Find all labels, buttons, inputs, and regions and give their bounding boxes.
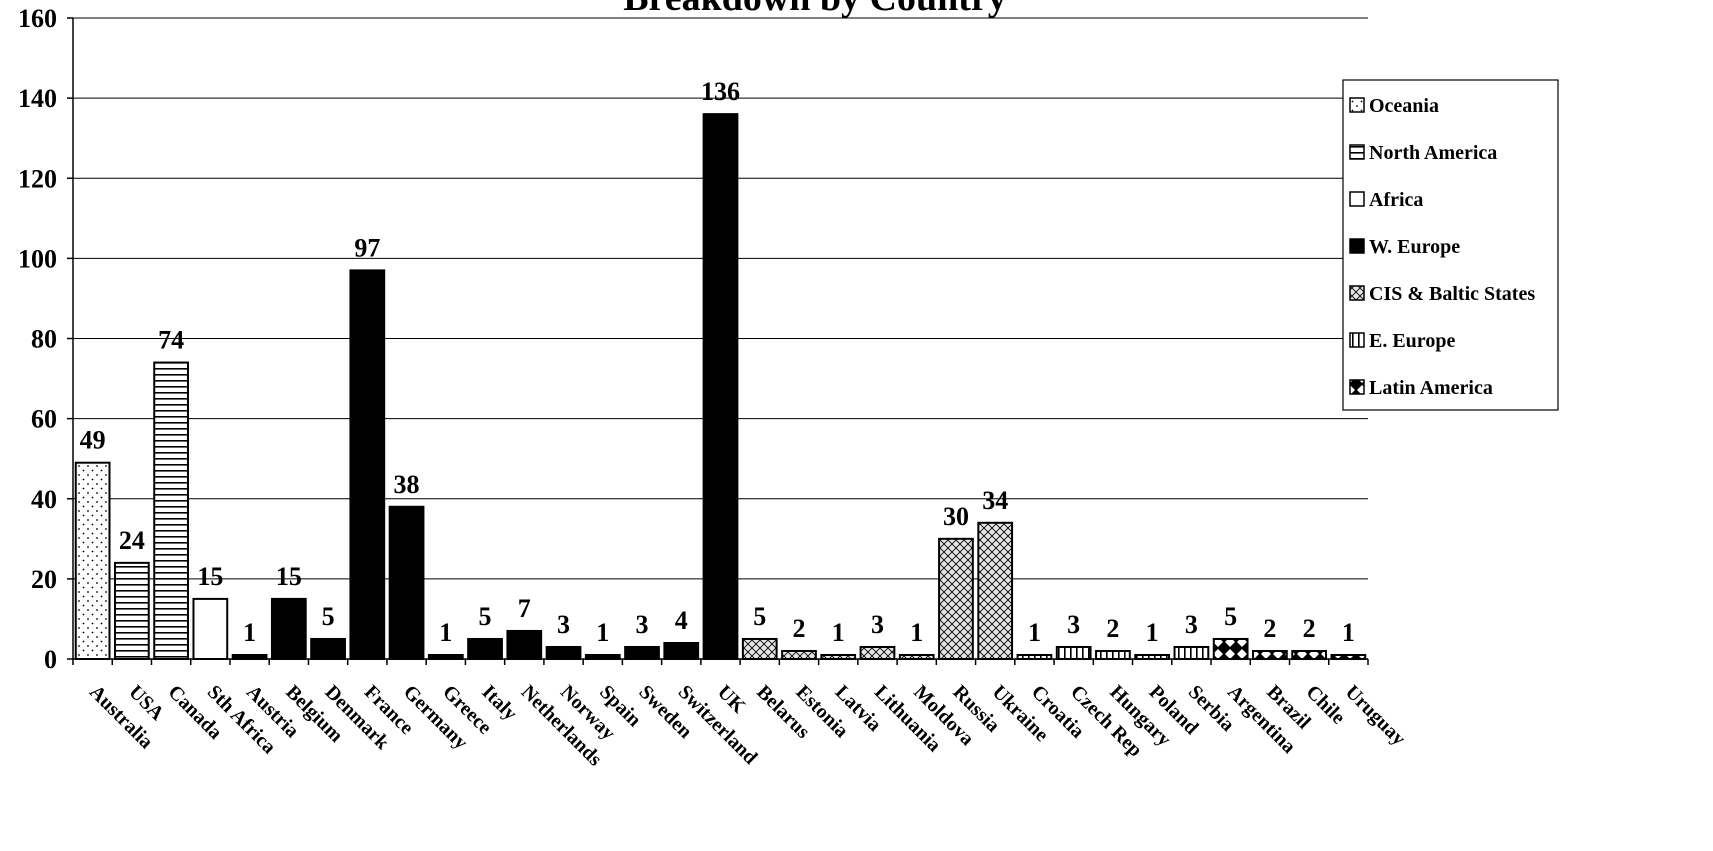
value-label: 1 [1342, 618, 1355, 647]
value-label: 30 [943, 502, 969, 531]
bar [781, 649, 817, 660]
bar [1252, 649, 1288, 660]
bar [192, 597, 229, 660]
value-label: 1 [910, 618, 923, 647]
y-tick-label: 100 [18, 244, 57, 273]
legend-label: Africa [1369, 189, 1423, 211]
value-label: 5 [479, 602, 492, 631]
bar [1291, 649, 1328, 660]
value-label: 7 [518, 594, 531, 623]
bar [1212, 637, 1249, 660]
bar [153, 361, 189, 660]
value-label: 1 [596, 618, 609, 647]
legend-swatch [1349, 285, 1365, 301]
bar [270, 597, 307, 660]
bar [506, 629, 543, 660]
value-label: 2 [1303, 614, 1316, 643]
legend-swatch [1349, 238, 1365, 254]
legend-label: Latin America [1369, 377, 1493, 399]
value-label: 3 [1185, 610, 1198, 639]
bar [467, 637, 503, 660]
value-label: 1 [832, 618, 845, 647]
bar [977, 521, 1014, 660]
bar [113, 561, 150, 660]
value-label: 49 [80, 426, 106, 455]
value-label: 5 [322, 602, 335, 631]
y-tick-label: 0 [44, 645, 57, 674]
legend-swatch [1349, 332, 1365, 348]
legend-label: CIS & Baltic States [1369, 283, 1535, 305]
y-tick-label: 120 [18, 164, 57, 193]
value-label: 5 [1224, 602, 1237, 631]
value-label: 2 [1263, 614, 1276, 643]
legend-swatch [1349, 144, 1365, 160]
value-label: 74 [158, 326, 184, 355]
legend-label: E. Europe [1369, 330, 1455, 352]
bar [1055, 645, 1092, 661]
value-label: 136 [701, 77, 740, 106]
bar [310, 637, 346, 660]
bars [74, 113, 1367, 661]
legend-swatch [1349, 191, 1365, 207]
value-label: 4 [675, 606, 688, 635]
value-label: 3 [1067, 610, 1080, 639]
legend-label: Oceania [1369, 95, 1439, 117]
value-label: 97 [354, 233, 380, 262]
bar [74, 461, 111, 660]
legend: Oceania North America Africa W. Europe CIS &… [1342, 79, 1559, 411]
y-tick-label: 20 [31, 565, 57, 594]
legend-label: North America [1369, 142, 1497, 164]
bar [663, 641, 700, 660]
bar [702, 113, 739, 660]
y-tick-label: 40 [31, 485, 57, 514]
legend-swatch [1349, 97, 1365, 113]
y-tick-label: 160 [18, 4, 57, 33]
value-label: 34 [982, 486, 1008, 515]
value-label: 1 [243, 618, 256, 647]
value-label: 1 [1146, 618, 1159, 647]
bar [388, 505, 425, 661]
value-label: 3 [636, 610, 649, 639]
legend-swatch [1349, 379, 1365, 395]
y-tick-label: 60 [31, 405, 57, 434]
y-tick-label: 140 [18, 84, 57, 113]
value-label: 15 [276, 562, 302, 591]
value-label: 1 [1028, 618, 1041, 647]
bar [1173, 645, 1210, 661]
value-label: 15 [197, 562, 223, 591]
bar [545, 645, 582, 661]
value-label: 38 [394, 470, 420, 499]
legend-label: W. Europe [1369, 236, 1460, 258]
bar [349, 269, 386, 660]
bar [741, 637, 778, 660]
value-label: 3 [557, 610, 570, 639]
value-label: 5 [753, 602, 766, 631]
value-label: 2 [792, 614, 805, 643]
value-label: 2 [1106, 614, 1119, 643]
x-tick-label: Uruguay [1341, 681, 1410, 750]
bar [624, 645, 660, 661]
bar [1095, 649, 1131, 660]
chart-title: Breakdown by Country [623, 0, 1007, 19]
bar [859, 645, 896, 661]
bar [938, 537, 974, 660]
value-label: 3 [871, 610, 884, 639]
value-label: 24 [119, 526, 145, 555]
y-axis: 0 20 40 60 80 100 120 140 160 [18, 4, 74, 674]
y-tick-label: 80 [31, 325, 57, 354]
value-label: 1 [439, 618, 452, 647]
legend-box [1342, 79, 1559, 411]
